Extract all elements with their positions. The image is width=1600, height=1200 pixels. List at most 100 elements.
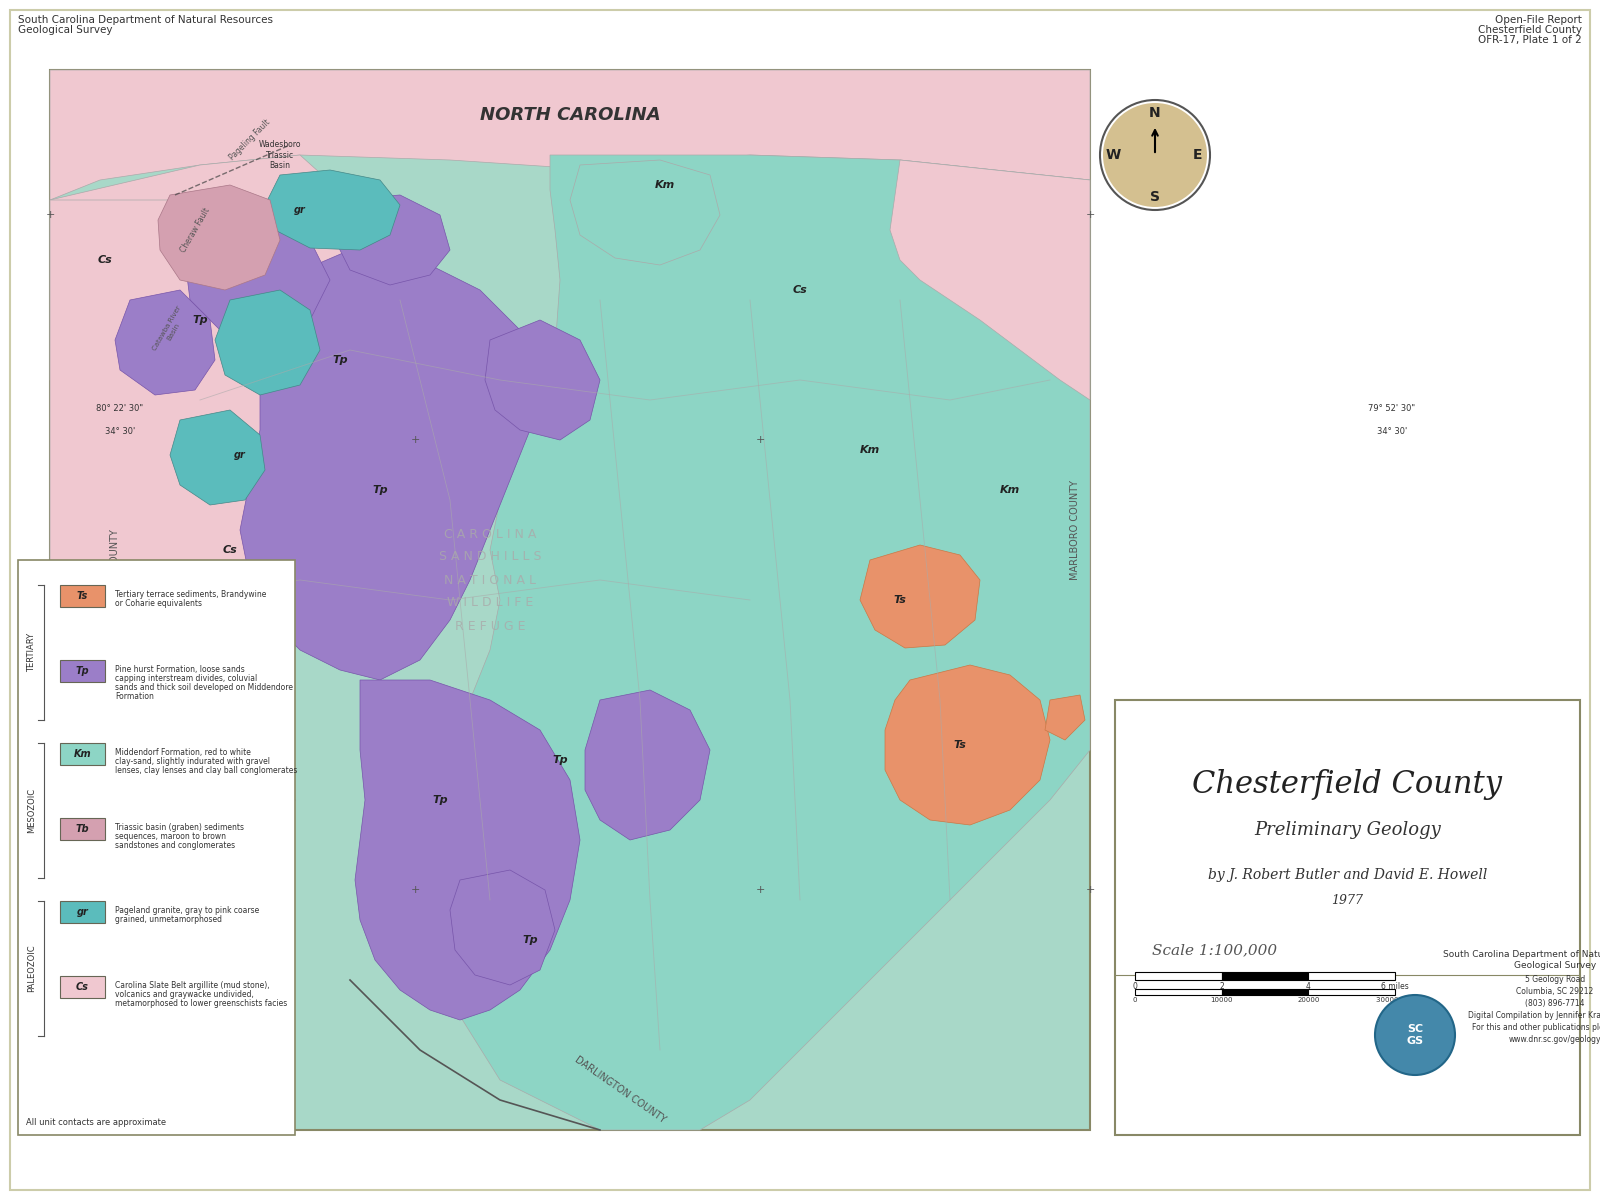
Bar [61,584,106,607]
Text: 34° 30': 34° 30' [1378,427,1406,437]
Polygon shape [890,160,1090,400]
Text: sandstones and conglomerates: sandstones and conglomerates [115,841,235,850]
Text: +: + [755,434,765,445]
Text: Km: Km [74,749,91,758]
Text: or Coharie equivalents: or Coharie equivalents [115,599,202,608]
Text: Tp: Tp [522,935,538,946]
Text: sequences, maroon to brown: sequences, maroon to brown [115,832,226,841]
Text: PALEOZOIC: PALEOZOIC [27,944,37,992]
Bar [61,818,106,840]
Text: 80° 22' 30": 80° 22' 30" [96,403,144,413]
Bar [18,560,294,1135]
Text: 6 miles: 6 miles [1381,982,1410,991]
Text: Chesterfield County: Chesterfield County [1478,25,1582,35]
Bar [1134,989,1222,995]
Text: Middendorf Formation, red to white: Middendorf Formation, red to white [115,748,251,757]
Bar [61,660,106,682]
Text: MESOZOIC: MESOZOIC [27,788,37,833]
Text: clay-sand, slightly indurated with gravel: clay-sand, slightly indurated with grave… [115,757,270,766]
Text: Pine hurst Formation, loose sands: Pine hurst Formation, loose sands [115,665,245,674]
Polygon shape [861,545,979,648]
Text: 79° 52' 30": 79° 52' 30" [1368,403,1416,413]
Text: Preliminary Geology: Preliminary Geology [1254,821,1442,839]
Text: volcanics and graywacke undivided,: volcanics and graywacke undivided, [115,990,254,998]
Polygon shape [485,320,600,440]
Polygon shape [158,185,280,290]
Text: Tb: Tb [75,824,90,834]
Bar [61,901,106,923]
Text: TERTIARY: TERTIARY [27,632,37,672]
Text: 80° 53' 45": 80° 53' 45" [96,979,144,989]
Text: Tertiary terrace sediments, Brandywine: Tertiary terrace sediments, Brandywine [115,590,266,599]
Text: 0: 0 [1133,997,1138,1003]
Bar [1309,989,1395,995]
Text: SC
GS: SC GS [1406,1024,1424,1045]
Polygon shape [115,290,214,395]
Circle shape [1102,103,1206,206]
Text: Carolina Slate Belt argillite (mud stone),: Carolina Slate Belt argillite (mud stone… [115,982,270,990]
Polygon shape [586,690,710,840]
Text: Geological Survey: Geological Survey [1514,961,1597,970]
Polygon shape [355,680,579,1020]
Text: (803) 896-7714: (803) 896-7714 [1525,998,1584,1008]
Text: Digital Compilation by Jennifer Krauser, 2010: Digital Compilation by Jennifer Krauser,… [1469,1010,1600,1020]
Text: 4: 4 [1306,982,1310,991]
Polygon shape [1045,695,1085,740]
Text: OFR-17, Plate 1 of 2: OFR-17, Plate 1 of 2 [1478,35,1582,44]
Bar [1134,972,1222,980]
Text: Cs: Cs [792,284,808,295]
Text: grained, unmetamorphosed: grained, unmetamorphosed [115,914,222,924]
Text: Tp: Tp [373,485,387,494]
Bar [1222,972,1309,980]
Text: Ts: Ts [77,590,88,601]
Text: +: + [45,886,54,895]
Text: Cheraw Fault: Cheraw Fault [179,206,211,254]
Polygon shape [570,160,720,265]
Text: 30000 feet: 30000 feet [1376,997,1414,1003]
Text: +: + [1085,886,1094,895]
Text: Tp: Tp [552,755,568,766]
Text: Tp: Tp [192,314,208,325]
Text: Wadesboro
Triassic
Basin: Wadesboro Triassic Basin [259,140,301,170]
Text: Km: Km [859,445,880,455]
Polygon shape [334,194,450,284]
Polygon shape [240,250,541,680]
Text: South Carolina Department of Natural Resources: South Carolina Department of Natural Res… [18,14,274,25]
Text: Triassic basin (graben) sediments: Triassic basin (graben) sediments [115,823,243,832]
Text: 34° 45': 34° 45' [106,955,134,965]
Bar [61,976,106,998]
Text: Cs: Cs [222,545,237,554]
Text: Formation: Formation [115,692,154,701]
Polygon shape [214,290,320,395]
Text: Tp: Tp [432,794,448,805]
Text: 2: 2 [1219,982,1224,991]
Text: N: N [1149,106,1162,120]
Bar [61,743,106,766]
Text: W: W [1106,148,1120,162]
Text: sands and thick soil developed on Middendore: sands and thick soil developed on Midden… [115,683,293,692]
Text: Chesterfield County: Chesterfield County [1192,769,1502,800]
Text: For this and other publications please visit:: For this and other publications please v… [1472,1022,1600,1032]
Text: S: S [1150,190,1160,204]
Text: MARLBORO COUNTY: MARLBORO COUNTY [1070,480,1080,580]
Text: 10000: 10000 [1211,997,1234,1003]
Polygon shape [190,740,294,860]
Text: www.dnr.sc.gov/geology: www.dnr.sc.gov/geology [1509,1034,1600,1044]
Text: +: + [410,434,419,445]
Polygon shape [450,870,555,985]
Text: 1977: 1977 [1331,894,1363,906]
Text: gr: gr [294,205,306,215]
Text: DARLINGTON COUNTY: DARLINGTON COUNTY [573,1055,667,1126]
Text: Scale 1:100,000: Scale 1:100,000 [1152,943,1277,958]
Text: LANCASTER COUNTY: LANCASTER COUNTY [110,529,120,631]
Text: +: + [755,886,765,895]
Circle shape [1374,995,1454,1075]
Text: Tp: Tp [232,780,248,790]
Text: +: + [410,886,419,895]
Text: Ts: Ts [893,595,907,605]
Text: Tp: Tp [333,355,347,365]
Text: South Carolina Department of Natural Resources,: South Carolina Department of Natural Res… [1443,950,1600,959]
Polygon shape [885,665,1050,826]
Text: C A R O L I N A
S A N D H I L L S
N A T I O N A L
W I L D L I F E
R E F U G E: C A R O L I N A S A N D H I L L S N A T … [438,528,541,632]
Polygon shape [50,70,1090,200]
